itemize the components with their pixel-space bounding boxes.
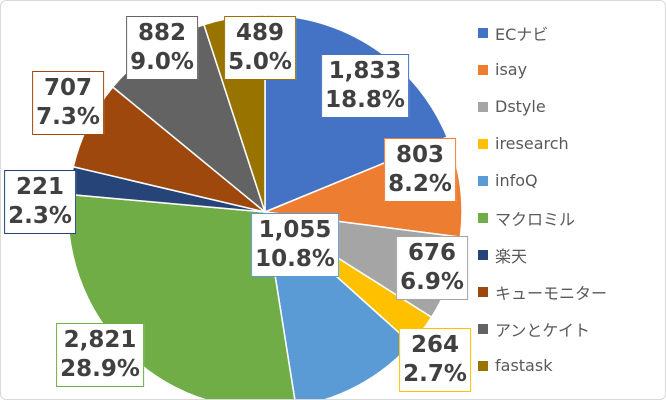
data-label: 803 8.2%: [384, 138, 456, 202]
data-label: 221 2.3%: [4, 170, 76, 234]
legend-item: 楽天: [478, 236, 607, 273]
legend-swatch: [478, 175, 488, 186]
legend-label: ECナビ: [495, 24, 549, 44]
data-label-percent: 7.3%: [36, 104, 100, 130]
data-label: 2,821 28.9%: [56, 323, 144, 387]
data-label: 676 6.9%: [396, 236, 468, 300]
data-label: 1,833 18.8%: [321, 54, 409, 118]
legend-label: iresearch: [495, 134, 569, 153]
legend-label: Dstyle: [495, 97, 546, 116]
legend-swatch: [478, 64, 488, 75]
legend-item: Dstyle: [478, 88, 607, 125]
data-label-value: 264: [410, 332, 460, 358]
legend-label: fastask: [495, 356, 553, 375]
legend-label: 楽天: [495, 246, 528, 266]
legend: ECナビ isay Dstyle iresearch infoQ マクロミル楽天キューモニ…: [478, 14, 607, 384]
data-label-value: 1,833: [328, 58, 402, 84]
data-label-percent: 6.9%: [400, 269, 464, 295]
legend-swatch: [478, 249, 488, 260]
legend-swatch: [478, 286, 488, 297]
legend-item: ECナビ: [478, 14, 607, 51]
legend-label: マクロミル: [495, 209, 576, 229]
legend-swatch: [478, 27, 488, 38]
legend-item: キューモニター: [478, 273, 607, 310]
data-label-percent: 5.0%: [228, 49, 292, 75]
legend-label: infoQ: [495, 171, 538, 190]
data-label-value: 221: [15, 174, 65, 200]
legend-label: isay: [495, 60, 528, 79]
legend-item: isay: [478, 51, 607, 88]
data-label: 882 9.0%: [126, 16, 198, 80]
legend-swatch: [478, 360, 488, 371]
data-label-percent: 28.9%: [60, 356, 140, 382]
data-label: 707 7.3%: [32, 71, 104, 135]
legend-label: アンとケイト: [495, 320, 591, 340]
legend-item: アンとケイト: [478, 310, 607, 347]
data-label-value: 1,055: [258, 217, 332, 243]
data-label: 1,055 10.8%: [251, 213, 339, 277]
data-label-value: 676: [407, 240, 457, 266]
data-label-percent: 10.8%: [255, 246, 335, 272]
data-label: 489 5.0%: [224, 16, 296, 80]
data-label-percent: 9.0%: [130, 49, 194, 75]
data-label-value: 2,821: [63, 327, 137, 353]
legend-item: infoQ: [478, 162, 607, 199]
legend-swatch: [478, 323, 488, 334]
legend-item: iresearch: [478, 125, 607, 162]
data-label: 264 2.7%: [399, 328, 471, 392]
legend-item: マクロミル: [478, 199, 607, 236]
data-label-value: 489: [235, 20, 285, 46]
data-label-percent: 2.3%: [8, 203, 72, 229]
legend-swatch: [478, 212, 488, 223]
legend-label: キューモニター: [495, 283, 608, 303]
legend-item: fastask: [478, 347, 607, 384]
data-label-percent: 2.7%: [403, 361, 467, 387]
legend-swatch: [478, 138, 488, 149]
data-label-value: 803: [395, 142, 445, 168]
data-label-value: 707: [43, 75, 93, 101]
legend-swatch: [478, 101, 488, 112]
data-label-percent: 18.8%: [325, 87, 405, 113]
data-label-percent: 8.2%: [388, 171, 452, 197]
data-label-value: 882: [137, 20, 187, 46]
